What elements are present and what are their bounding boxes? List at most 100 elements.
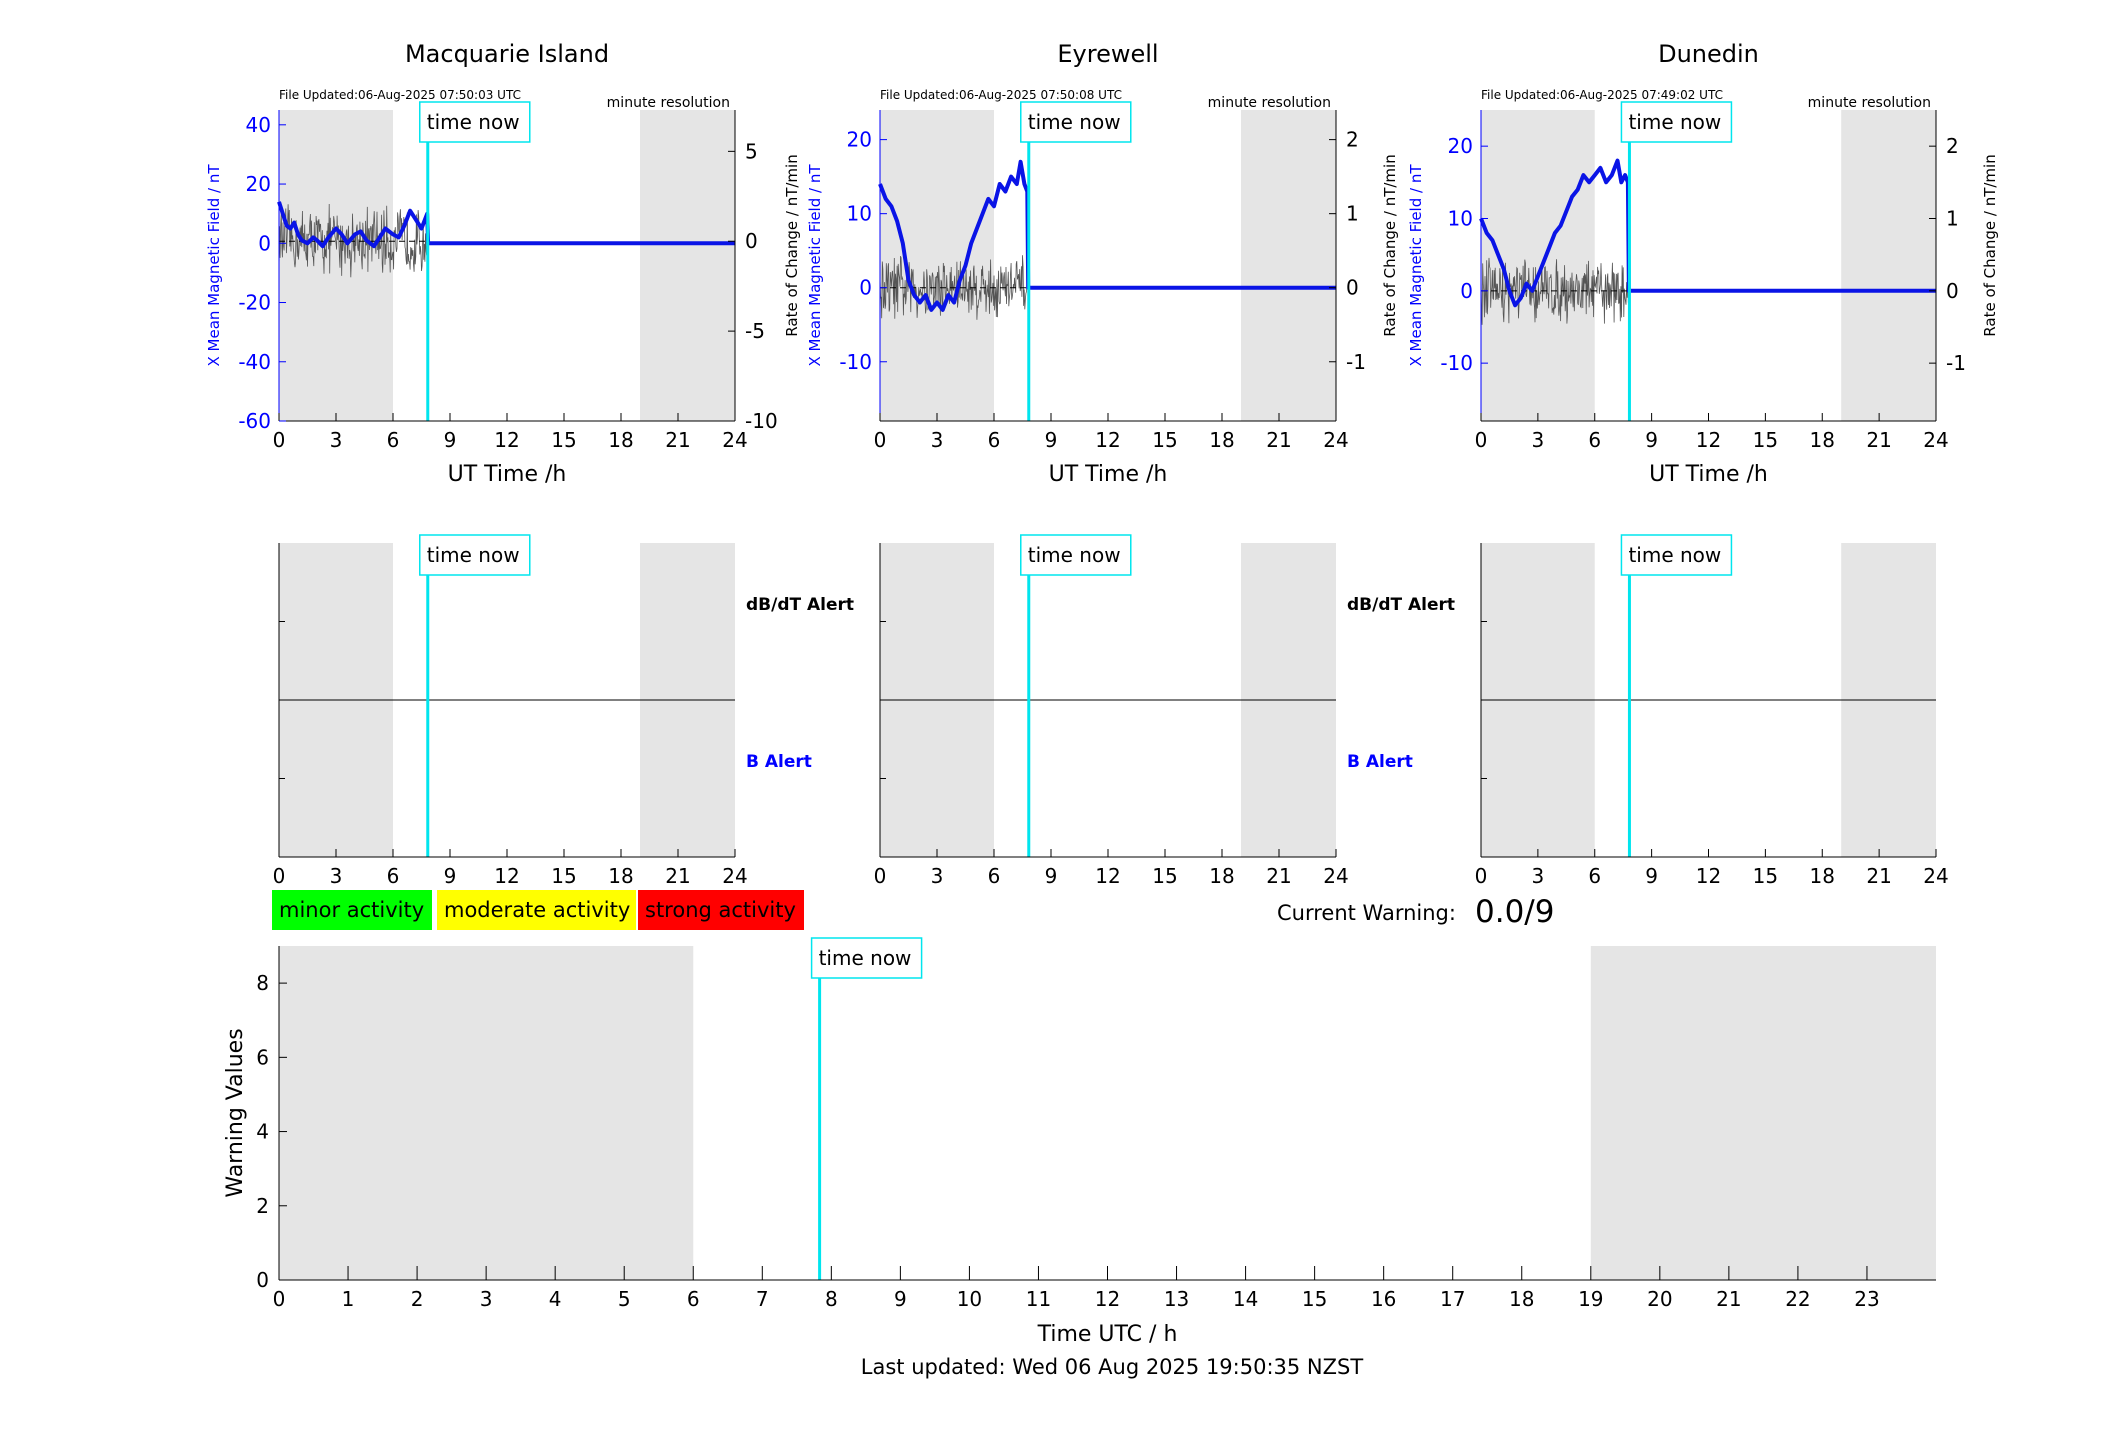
alert-panel-2-xtick-label: 21: [1866, 864, 1891, 888]
warning-panel-ytick-label: 0: [256, 1268, 269, 1292]
top-panel-1-ytick-right-label: 2: [1346, 128, 1359, 152]
top-panel-0-time-now-box: [419, 101, 531, 143]
top-panel-2-time-now-box: [1620, 101, 1733, 143]
strong-activity-swatch: [638, 890, 804, 930]
top-panel-1-xtick-label: 3: [931, 428, 944, 452]
top-panel-0-xtick-label: 9: [444, 428, 457, 452]
top-panel-0-ylabel-left: X Mean Magnetic Field / nT: [205, 164, 223, 367]
top-panel-2-ytick-right-label: 0: [1946, 279, 1959, 303]
top-panel-2-ytick-right-label: 2: [1946, 134, 1959, 158]
alert-panel-1-time-now-box: [1020, 534, 1132, 576]
warning-panel-xtick-label: 11: [1026, 1287, 1051, 1311]
alert-panel-2-xtick-label: 15: [1753, 864, 1778, 888]
top-panel-0-ytick-right-label: -5: [745, 319, 765, 343]
alert-panel-2-xtick-label: 6: [1588, 864, 1601, 888]
warning-panel-ytick-label: 6: [256, 1045, 269, 1069]
top-panel-0-file-updated: File Updated:06-Aug-2025 07:50:03 UTC: [279, 88, 521, 102]
alert-panel-1-xtick-label: 24: [1323, 864, 1348, 888]
top-panel-1-xtick-label: 15: [1152, 428, 1177, 452]
alert-panel-1-xtick-label: 0: [874, 864, 887, 888]
top-panel-1-time-now-label: time now: [1028, 110, 1121, 134]
top-panel-0-ytick-left-label: 20: [246, 172, 271, 196]
top-panel-1-xtick-label: 18: [1209, 428, 1234, 452]
alert-panel-1: time now 0 3 6 9 12 15 18 21 24 dB/dT Alert B Alert: [874, 534, 1455, 888]
activity-legend: minor activity moderate activity strong …: [272, 890, 804, 930]
warning-panel-time-now-box: [810, 937, 923, 979]
top-panel-1-xtick-label: 12: [1095, 428, 1120, 452]
alert-panel-0-xtick-label: 18: [608, 864, 633, 888]
warning-panel-night-shade-0: [279, 946, 694, 1280]
warning-panel-xtick-label: 22: [1785, 1287, 1810, 1311]
top-panel-1-xlabel: UT Time /h: [1049, 462, 1168, 487]
warning-panel-xtick-label: 2: [411, 1287, 424, 1311]
alert-panel-0-xtick-label: 15: [551, 864, 576, 888]
top-panel-2-xtick-label: 12: [1696, 428, 1721, 452]
alert-panel-0-b-label: B Alert: [746, 752, 812, 772]
top-panel-1-ylabel-rate-left: Rate of Change / nT/min: [783, 154, 801, 336]
top-panel-0-xtick-label: 12: [494, 428, 519, 452]
top-panel-0-night-shade-1: [640, 110, 735, 421]
top-panel-0-xtick-label: 21: [665, 428, 690, 452]
warning-panel-xtick-label: 18: [1509, 1287, 1534, 1311]
warning-panel-ytick-label: 4: [256, 1120, 269, 1144]
minor-activity-swatch: [272, 890, 432, 930]
last-updated: Last updated: Wed 06 Aug 2025 19:50:35 N…: [861, 1355, 1364, 1379]
alert-panel-0-xtick-label: 6: [387, 864, 400, 888]
moderate-activity-label: moderate activity: [444, 898, 630, 922]
top-panel-1-ylabel-right: Rate of Change / nT/min: [1381, 154, 1399, 336]
top-panel-2-ylabel-right: Rate of Change / nT/min: [1981, 154, 1999, 336]
warning-panel-ylabel: Warning Values: [223, 1028, 248, 1197]
warning-panel-xtick-label: 3: [480, 1287, 493, 1311]
minor-activity-label: minor activity: [279, 898, 424, 922]
top-panel-2-ytick-left-label: 0: [1460, 279, 1473, 303]
top-panel-0-ytick-left-label: -60: [238, 409, 271, 433]
top-panel-2-xlabel: UT Time /h: [1649, 462, 1768, 487]
top-panel-0-title: Macquarie Island: [405, 40, 609, 68]
top-panel-2-xtick-label: 3: [1532, 428, 1545, 452]
top-panel-0-xtick-label: 3: [330, 428, 343, 452]
top-panel-0: Macquarie Island File Updated:06-Aug-2025…: [205, 40, 778, 487]
top-panel-2-ytick-left-label: 20: [1448, 134, 1473, 158]
alert-panel-1-xtick-label: 3: [931, 864, 944, 888]
alert-panel-2-time-now-box: [1620, 534, 1733, 576]
alert-panel-0-xtick-label: 21: [665, 864, 690, 888]
alert-panel-1-xtick-label: 12: [1095, 864, 1120, 888]
alert-panel-1-b-label: B Alert: [1347, 752, 1413, 772]
top-panel-1-xtick-label: 0: [874, 428, 887, 452]
top-panel-1: Eyrewell File Updated:06-Aug-2025 07:50:0…: [806, 40, 1399, 487]
alert-panel-1-xtick-label: 9: [1045, 864, 1058, 888]
top-panel-2-ytick-left-label: -10: [1440, 351, 1473, 375]
warning-panel-xtick-label: 0: [273, 1287, 286, 1311]
top-panel-0-ytick-left-label: -40: [238, 350, 271, 374]
top-panel-1-night-shade-0: [880, 110, 994, 421]
top-panel-2-title: Dunedin: [1658, 40, 1759, 68]
warning-panel-xtick-label: 15: [1302, 1287, 1327, 1311]
warning-panel-ytick-label: 8: [256, 971, 269, 995]
alert-panel-0-xtick-label: 24: [722, 864, 747, 888]
warning-panel-night-shade-1: [1590, 946, 1936, 1280]
top-panel-0-xtick-label: 0: [273, 428, 286, 452]
warning-panel-xtick-label: 9: [894, 1287, 907, 1311]
warning-panel-xtick-label: 14: [1233, 1287, 1258, 1311]
top-panel-1-resolution: minute resolution: [1208, 95, 1331, 111]
top-panel-0-ytick-right-label: -10: [745, 409, 778, 433]
warning-panel-xtick-label: 10: [957, 1287, 982, 1311]
alert-panel-0: time now 0 3 6 9 12 15 18 21 24 dB/dT Alert B Alert: [273, 534, 854, 888]
top-panel-0-ytick-right-label: 0: [745, 229, 758, 253]
top-panel-0-ytick-left-label: 0: [258, 231, 271, 255]
top-panel-0-xlabel: UT Time /h: [448, 462, 567, 487]
top-panel-0-ytick-left-label: 40: [246, 113, 271, 137]
top-panel-1-title: Eyrewell: [1057, 40, 1158, 68]
alert-panel-0-xtick-label: 3: [330, 864, 343, 888]
top-panel-2-night-shade-0: [1481, 110, 1595, 421]
top-panel-0-night-shade-0: [279, 110, 393, 421]
top-panel-1-ytick-right-label: -1: [1346, 350, 1366, 374]
alert-panel-2: time now 0 3 6 9 12 15 18 21 24: [1475, 534, 1949, 888]
top-panel-1-ytick-left-label: 10: [847, 202, 872, 226]
alert-panel-0-time-now-box: [419, 534, 531, 576]
alert-panel-0-time-now-label: time now: [427, 543, 520, 567]
alert-panel-2-xtick-label: 9: [1645, 864, 1658, 888]
warning-panel-xtick-label: 20: [1647, 1287, 1672, 1311]
